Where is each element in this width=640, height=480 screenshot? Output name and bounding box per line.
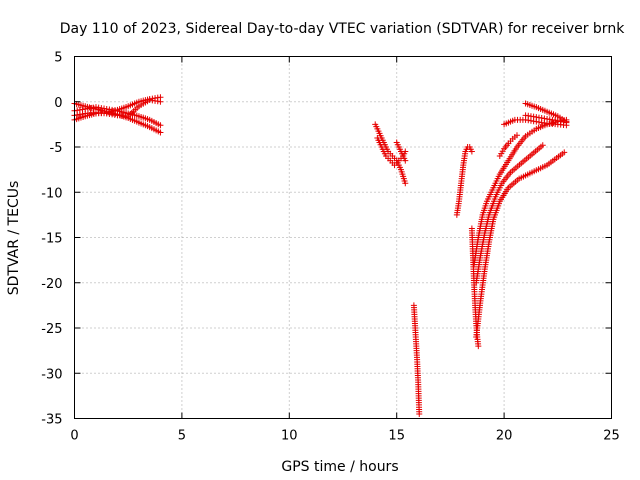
data-point	[561, 149, 568, 156]
series-arc-14-a	[372, 121, 409, 187]
y-tick-label: -20	[41, 277, 62, 292]
data-point	[402, 157, 409, 164]
data-point	[554, 117, 561, 124]
data-point	[157, 122, 164, 129]
series-arc-21-b	[522, 112, 570, 126]
series-arc-19-a	[473, 149, 568, 341]
data-point	[513, 132, 520, 139]
y-tick-label: 0	[54, 96, 62, 111]
y-tick-label: -30	[41, 367, 62, 382]
x-tick-labels: 0 5 10 15 20 25	[70, 429, 619, 444]
series-arc-19-b	[473, 142, 546, 286]
x-tick-label: 25	[603, 429, 620, 444]
data-point	[402, 180, 409, 187]
y-tick-label: -35	[41, 413, 62, 428]
y-tick-label: 5	[54, 51, 62, 66]
series-arc-20-a	[496, 132, 520, 160]
data-point	[468, 148, 475, 155]
data-points	[71, 94, 570, 417]
x-axis-label: GPS time / hours	[281, 459, 398, 475]
y-tick-label: -5	[50, 141, 63, 156]
y-tick-label: -25	[41, 322, 62, 337]
series-arc-20-b	[501, 116, 570, 129]
series-arc-16	[410, 302, 423, 417]
data-point	[539, 142, 546, 149]
y-axis-label: SDTVAR / TECUs	[6, 181, 22, 296]
series-arc-0-d	[71, 96, 164, 120]
y-tick-label: -10	[41, 186, 62, 201]
data-point	[560, 118, 567, 125]
data-point	[557, 118, 564, 125]
y-tick-labels: 5 0 -5 -10 -15 -20 -25 -30 -35	[41, 51, 62, 428]
series-arc-15-c	[393, 139, 409, 164]
series-arc-21-a	[522, 100, 570, 125]
data-point	[475, 343, 482, 350]
x-tick-label: 5	[178, 429, 186, 444]
chart-title: Day 110 of 2023, Sidereal Day-to-day VTE…	[60, 21, 625, 37]
series-arc-18-a	[453, 144, 475, 218]
grid-lines	[74, 56, 612, 419]
x-tick-label: 15	[388, 429, 405, 444]
x-tick-label: 20	[496, 429, 513, 444]
y-tick-label: -15	[41, 232, 62, 247]
data-point	[416, 410, 423, 417]
data-point	[157, 129, 164, 136]
data-point	[157, 98, 164, 105]
axis-ticks	[74, 56, 612, 419]
data-point	[563, 119, 570, 126]
x-tick-label: 0	[70, 429, 78, 444]
x-tick-label: 10	[281, 429, 298, 444]
